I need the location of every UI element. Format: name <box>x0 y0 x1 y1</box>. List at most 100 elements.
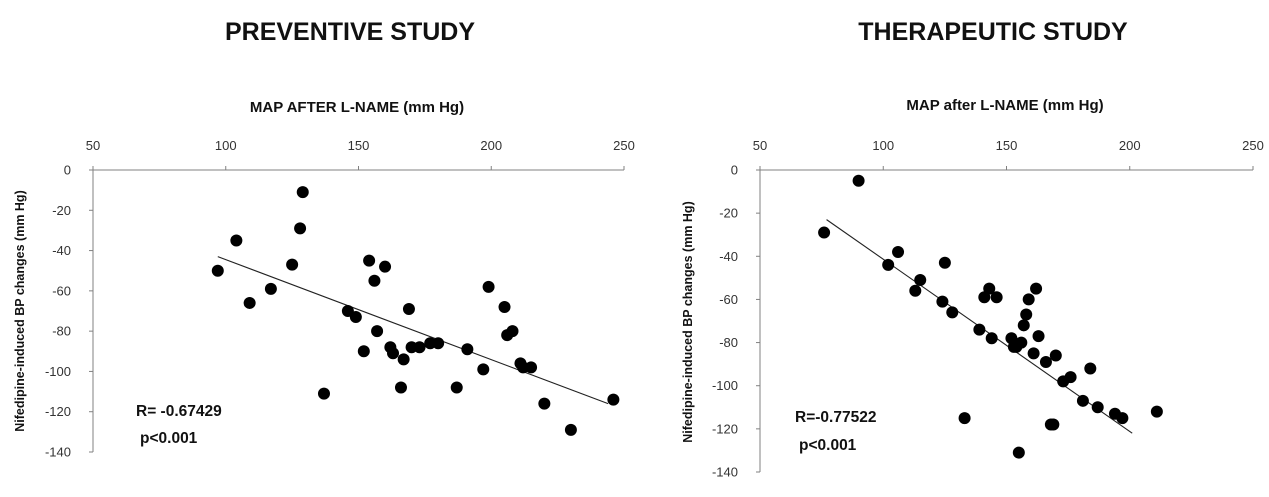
data-point <box>461 343 474 356</box>
chart-title: THERAPEUTIC STUDY <box>858 18 1128 46</box>
x-axis-label: MAP AFTER L-NAME (mm Hg) <box>250 99 464 116</box>
data-point <box>1064 371 1077 384</box>
data-point <box>1116 412 1129 425</box>
data-point <box>394 381 407 394</box>
x-axis-label: MAP after L-NAME (mm Hg) <box>906 97 1103 114</box>
data-point <box>914 274 927 287</box>
y-tick-label: -40 <box>719 249 738 264</box>
correlation-label: R= -0.67429 <box>136 403 222 420</box>
data-point <box>317 387 330 400</box>
y-tick-label: -140 <box>45 445 71 460</box>
y-tick-label: -80 <box>719 335 738 350</box>
data-point <box>1049 349 1062 362</box>
x-tick-label: 50 <box>86 138 100 153</box>
data-point <box>1084 362 1097 375</box>
correlation-label: R=-0.77522 <box>795 409 876 426</box>
x-tick-label: 200 <box>1119 138 1141 153</box>
y-tick-label: -80 <box>52 324 71 339</box>
p-value-label: p<0.001 <box>799 437 857 454</box>
data-point <box>498 300 511 313</box>
x-tick-label: 250 <box>613 138 635 153</box>
y-tick-label: 0 <box>64 163 71 178</box>
data-point <box>264 282 277 295</box>
data-point <box>1039 355 1052 368</box>
data-point <box>397 353 410 366</box>
y-axis-label: Nifedipine-induced BP changes (mm Hg) <box>13 190 27 431</box>
x-tick-label: 200 <box>480 138 502 153</box>
y-tick-label: -20 <box>719 206 738 221</box>
x-tick-label: 250 <box>1242 138 1264 153</box>
data-point <box>371 325 384 338</box>
data-point <box>1076 394 1089 407</box>
preventive-study-panel: PREVENTIVE STUDY MAP AFTER L-NAME (mm Hg… <box>13 18 635 460</box>
x-tick-label: 100 <box>872 138 894 153</box>
trend-line <box>217 256 609 405</box>
data-point <box>564 423 577 436</box>
data-point <box>286 258 299 271</box>
data-point <box>1022 293 1035 306</box>
plot-area: 50 100 150 200 250 0 -20 -40 -60 -80 -100 -120 -140 <box>712 138 1264 480</box>
data-point <box>243 296 256 309</box>
data-point <box>607 393 620 406</box>
data-point <box>909 284 922 297</box>
data-point <box>1047 418 1060 431</box>
x-tick-label: 150 <box>348 138 370 153</box>
data-point <box>983 282 996 295</box>
data-point <box>450 381 463 394</box>
data-point <box>432 337 445 350</box>
data-point <box>1030 282 1043 295</box>
data-point <box>363 254 376 267</box>
y-tick-label: -40 <box>52 243 71 258</box>
y-tick-label: -120 <box>712 421 738 436</box>
y-tick-label: -60 <box>719 292 738 307</box>
y-tick-label: -100 <box>712 378 738 393</box>
data-point <box>379 260 392 273</box>
x-tick-label: 100 <box>215 138 237 153</box>
p-value-label: p<0.001 <box>140 430 198 447</box>
data-point <box>1012 446 1025 459</box>
data-point <box>892 245 905 258</box>
data-point <box>538 397 551 410</box>
plot-area: 50 100 150 200 250 0 -20 -40 -60 -80 -100 -120 -140 <box>45 138 635 460</box>
data-point <box>477 363 490 376</box>
data-point <box>506 325 519 338</box>
data-point <box>1091 401 1104 414</box>
data-point <box>958 412 971 425</box>
x-tick-label: 50 <box>753 138 767 153</box>
chart-title: PREVENTIVE STUDY <box>225 18 475 46</box>
data-point <box>938 256 951 269</box>
data-point <box>525 361 538 374</box>
x-tick-label: 150 <box>996 138 1018 153</box>
data-point <box>1017 319 1030 332</box>
data-point <box>357 345 370 358</box>
data-point <box>852 174 865 187</box>
y-tick-label: 0 <box>731 163 738 178</box>
data-point <box>990 291 1003 304</box>
y-tick-label: -20 <box>52 203 71 218</box>
data-point <box>936 295 949 308</box>
data-point <box>882 258 895 271</box>
therapeutic-study-panel: THERAPEUTIC STUDY MAP after L-NAME (mm H… <box>681 18 1264 480</box>
data-point <box>1020 308 1033 321</box>
data-point <box>296 186 309 199</box>
data-point <box>482 280 495 293</box>
y-tick-label: -120 <box>45 404 71 419</box>
y-tick-label: -140 <box>712 465 738 480</box>
data-point <box>1015 336 1028 349</box>
data-point <box>349 311 362 324</box>
data-point <box>985 332 998 345</box>
data-point <box>1150 405 1163 418</box>
data-point <box>368 274 381 287</box>
data-point <box>387 347 400 360</box>
y-tick-label: -60 <box>52 283 71 298</box>
y-tick-label: -100 <box>45 364 71 379</box>
data-point <box>818 226 831 239</box>
data-point <box>973 323 986 336</box>
data-point <box>230 234 243 247</box>
data-point <box>294 222 307 235</box>
data-point <box>413 341 426 354</box>
data-point <box>1032 330 1045 343</box>
y-axis-label: Nifedipine-induced BP changes (mm Hg) <box>681 201 695 442</box>
data-point <box>946 306 959 319</box>
